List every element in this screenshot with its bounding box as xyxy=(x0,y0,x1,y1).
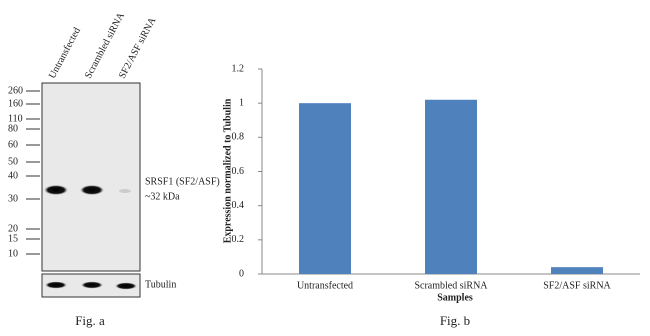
lane-label: SF2/ASF siRNA xyxy=(117,15,159,80)
size-label: ~32 kDa xyxy=(145,191,180,202)
loading-label: Tubulin xyxy=(145,279,176,290)
bar xyxy=(551,267,603,274)
band xyxy=(115,282,137,290)
y-axis-label: Expression normalized to Tubulin xyxy=(222,98,233,243)
marker-label: 15 xyxy=(8,233,18,244)
lane-label: Untransfected xyxy=(47,26,83,81)
marker-label: 40 xyxy=(8,170,18,181)
x-tick-label: Scrambled siRNA xyxy=(414,280,488,291)
caption: Fig. a xyxy=(75,313,105,328)
band xyxy=(80,185,104,195)
marker-label: 50 xyxy=(8,156,18,167)
protein-label: SRSF1 (SF2/ASF) xyxy=(145,176,220,187)
y-tick-label: 0.6 xyxy=(232,166,245,177)
marker-label: 30 xyxy=(8,193,18,204)
band xyxy=(119,189,131,193)
x-tick-label: Untransfected xyxy=(297,280,353,291)
bar xyxy=(425,99,477,274)
marker-label: 10 xyxy=(8,248,18,259)
y-tick-label: 0 xyxy=(239,268,244,279)
band xyxy=(45,281,67,289)
marker-label: 60 xyxy=(8,139,18,150)
blot-panel xyxy=(41,82,141,272)
band xyxy=(44,185,68,195)
y-tick-label: 1.2 xyxy=(232,63,245,74)
marker-label: 20 xyxy=(8,223,18,234)
bar xyxy=(299,103,351,275)
y-tick-label: 0.8 xyxy=(232,132,245,143)
y-tick-label: 0.2 xyxy=(232,234,245,245)
x-axis-label: Samples xyxy=(437,292,473,303)
caption: Fig. b xyxy=(440,313,470,328)
marker-label: 80 xyxy=(8,123,18,134)
marker-label: 260 xyxy=(8,85,23,96)
y-tick-label: 0.4 xyxy=(232,200,245,211)
band xyxy=(81,281,103,289)
marker-label: 160 xyxy=(8,98,23,109)
marker-label: 110 xyxy=(8,113,23,124)
y-tick-label: 1 xyxy=(239,97,244,108)
x-tick-label: SF2/ASF siRNA xyxy=(543,280,611,291)
